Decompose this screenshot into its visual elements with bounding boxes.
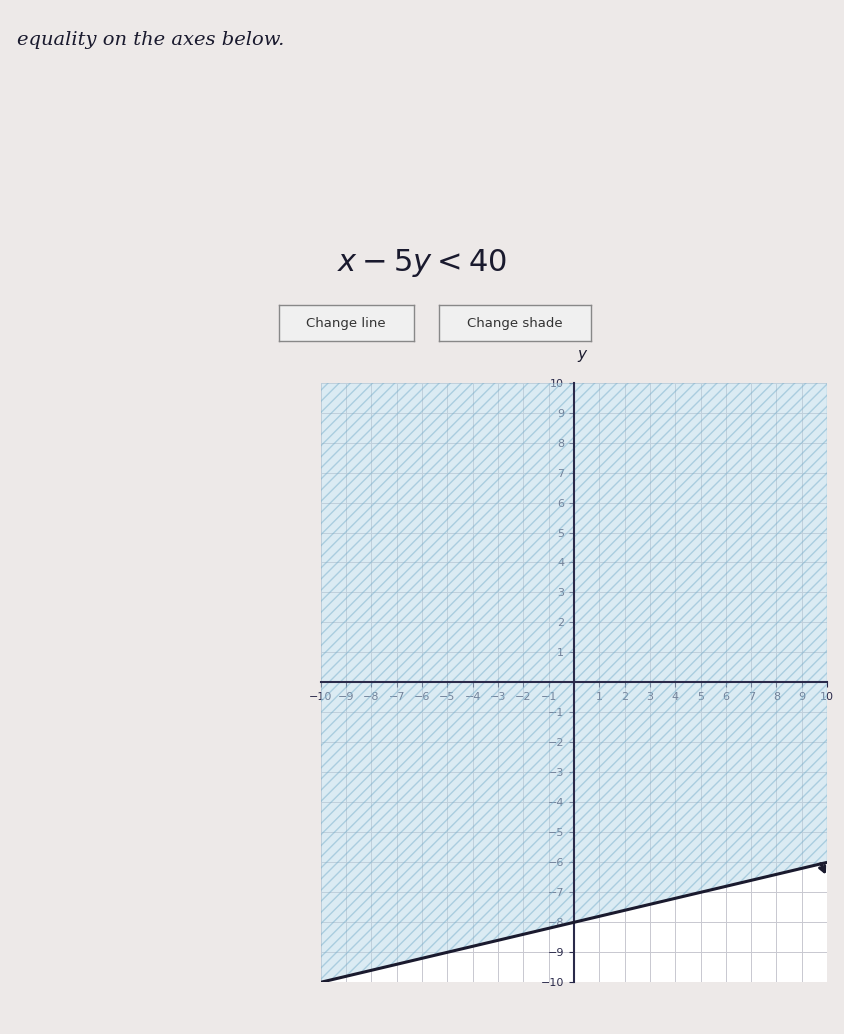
Text: $x - 5y < 40$: $x - 5y < 40$ — [337, 247, 507, 279]
Text: Change shade: Change shade — [467, 316, 563, 330]
Text: y: y — [577, 346, 586, 362]
Text: Change line: Change line — [306, 316, 386, 330]
Text: equality on the axes below.: equality on the axes below. — [17, 31, 284, 49]
